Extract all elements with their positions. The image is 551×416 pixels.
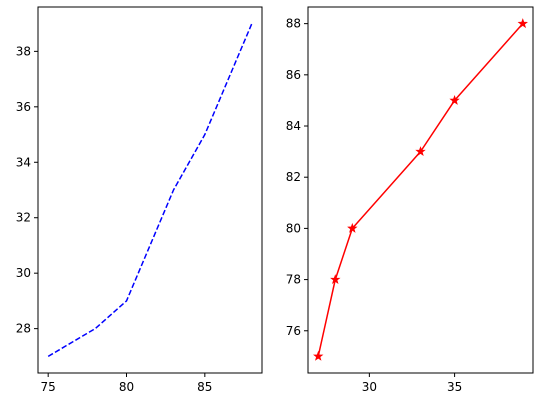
y-tick-label: 34 xyxy=(16,155,31,169)
y-tick-label: 84 xyxy=(286,119,301,133)
x-tick-label: 35 xyxy=(447,380,462,394)
y-tick-label: 32 xyxy=(16,211,31,225)
x-tick-label: 75 xyxy=(41,380,56,394)
y-tick-label: 36 xyxy=(16,100,31,114)
data-point-star xyxy=(517,18,528,29)
data-point-star xyxy=(415,146,426,157)
y-tick-label: 30 xyxy=(16,266,31,280)
x-tick-label: 30 xyxy=(362,380,377,394)
y-tick-label: 88 xyxy=(286,17,301,31)
series-line xyxy=(317,23,524,357)
data-point-star xyxy=(313,350,324,361)
y-tick-label: 38 xyxy=(16,44,31,58)
x-tick-label: 85 xyxy=(197,380,212,394)
axes-frame xyxy=(37,6,263,374)
y-tick-label: 86 xyxy=(286,68,301,82)
data-point-star xyxy=(347,222,358,233)
data-point-star xyxy=(330,274,341,285)
y-tick-label: 82 xyxy=(286,170,301,184)
y-tick-label: 76 xyxy=(286,324,301,338)
x-tick-label: 80 xyxy=(119,380,134,394)
y-tick-label: 80 xyxy=(286,221,301,235)
data-point-star xyxy=(449,94,460,105)
y-tick-label: 78 xyxy=(286,273,301,287)
y-tick-label: 28 xyxy=(16,322,31,336)
axes-frame xyxy=(307,6,534,374)
left-subplot: 75 80 85 28 30 32 34 36 38 xyxy=(16,6,263,394)
series-line xyxy=(47,23,253,358)
right-subplot: 30 35 76 78 80 82 84 86 88 xyxy=(286,6,534,394)
